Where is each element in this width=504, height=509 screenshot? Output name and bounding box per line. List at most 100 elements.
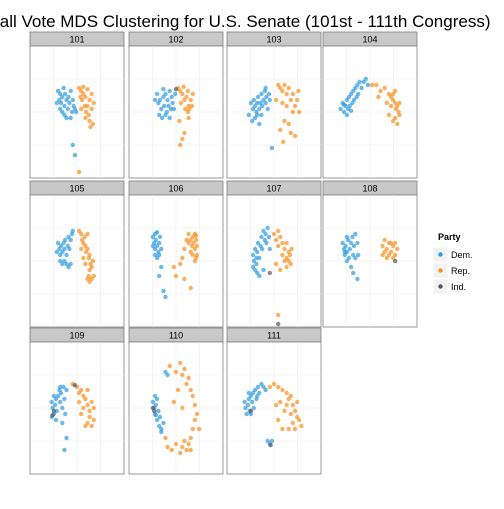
point-dem: [58, 385, 62, 389]
point-dem: [50, 400, 54, 404]
point-ind: [268, 443, 272, 447]
point-dem: [73, 153, 77, 157]
point-rep: [287, 86, 291, 90]
facet-panel-101: 101: [30, 32, 124, 178]
point-dem: [351, 271, 355, 275]
point-rep: [278, 235, 282, 239]
point-rep: [297, 110, 301, 114]
point-dem: [154, 413, 158, 417]
point-rep: [78, 95, 82, 99]
point-dem: [356, 92, 360, 96]
legend-label: Dem.: [451, 250, 473, 260]
point-dem: [263, 101, 267, 105]
point-dem: [357, 80, 361, 84]
point-rep: [276, 244, 280, 248]
point-rep: [87, 119, 91, 123]
point-dem: [62, 397, 66, 401]
point-dem: [168, 89, 172, 93]
point-rep: [83, 95, 87, 99]
point-rep: [85, 403, 89, 407]
point-dem: [259, 113, 263, 117]
point-rep: [293, 427, 297, 431]
point-dem: [69, 89, 73, 93]
facet-label: 102: [168, 35, 183, 45]
point-rep: [280, 241, 284, 245]
point-rep: [79, 412, 83, 416]
point-dem: [260, 104, 264, 108]
facet-label: 111: [267, 331, 281, 341]
point-dem: [259, 235, 263, 239]
point-rep: [83, 424, 87, 428]
point-dem: [158, 98, 162, 102]
facet-label: 104: [362, 35, 377, 45]
facet-panel-106: 106: [129, 181, 223, 327]
point-rep: [190, 104, 194, 108]
point-dem: [257, 274, 261, 278]
point-dem: [251, 265, 255, 269]
facet-panel-102: 102: [129, 32, 223, 178]
point-dem: [261, 268, 265, 272]
point-dem: [158, 235, 162, 239]
point-dem: [161, 421, 165, 425]
point-rep: [295, 98, 299, 102]
point-dem: [64, 388, 68, 392]
point-dem: [60, 421, 64, 425]
point-dem: [160, 116, 164, 120]
point-dem: [74, 110, 78, 114]
point-dem: [69, 238, 73, 242]
point-rep: [189, 388, 193, 392]
point-rep: [165, 445, 169, 449]
point-rep: [182, 367, 186, 371]
point-ind: [52, 409, 56, 413]
point-rep: [293, 134, 297, 138]
point-rep: [178, 361, 182, 365]
point-dem: [251, 253, 255, 257]
point-rep: [91, 259, 95, 263]
point-rep: [193, 403, 197, 407]
point-rep: [280, 101, 284, 105]
point-rep: [195, 412, 199, 416]
point-rep: [282, 247, 286, 251]
facet-label: 105: [69, 184, 84, 194]
point-ind: [152, 409, 156, 413]
point-ind: [249, 409, 253, 413]
point-rep: [189, 250, 193, 254]
point-dem: [69, 116, 73, 120]
point-rep: [395, 122, 399, 126]
point-rep: [180, 256, 184, 260]
point-dem: [63, 92, 67, 96]
point-dem: [67, 101, 71, 105]
point-rep: [282, 259, 286, 263]
point-rep: [186, 110, 190, 114]
point-dem: [163, 92, 167, 96]
facet-label: 101: [69, 35, 84, 45]
point-rep: [284, 403, 288, 407]
point-rep: [92, 418, 96, 422]
point-rep: [182, 439, 186, 443]
point-rep: [376, 95, 380, 99]
point-dem: [62, 247, 66, 251]
point-dem: [156, 409, 160, 413]
point-dem: [154, 238, 158, 242]
point-dem: [342, 103, 346, 107]
point-rep: [291, 110, 295, 114]
point-rep: [385, 256, 389, 260]
point-dem: [159, 265, 163, 269]
point-rep: [380, 244, 384, 248]
facet-panel-108: 108: [323, 181, 417, 327]
point-rep: [280, 253, 284, 257]
legend-title: Party: [438, 232, 461, 242]
point-dem: [257, 122, 261, 126]
point-dem: [66, 95, 70, 99]
point-rep: [291, 403, 295, 407]
point-dem: [260, 247, 264, 251]
point-rep: [193, 259, 197, 263]
point-dem: [266, 226, 270, 230]
point-rep: [177, 119, 181, 123]
point-rep: [163, 436, 167, 440]
point-dem: [254, 262, 258, 266]
point-rep: [284, 92, 288, 96]
point-dem: [155, 230, 159, 234]
point-rep: [289, 98, 293, 102]
